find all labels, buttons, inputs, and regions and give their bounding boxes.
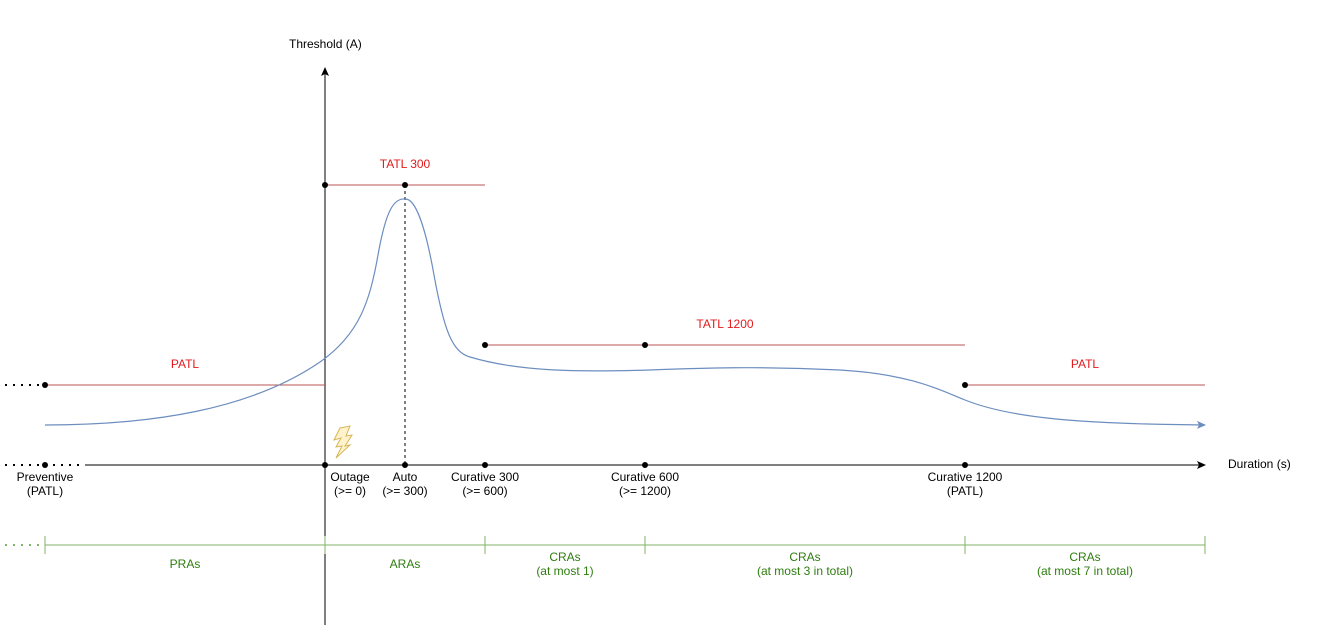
instant-label-curative-600: Curative 600 [611, 470, 679, 484]
instant-sublabel-curative-1200: (PATL) [947, 484, 983, 498]
patl-right-label: PATL [1071, 357, 1100, 371]
ra-sublabel-cras-1: (at most 1) [536, 564, 593, 578]
instant-sublabel-auto: (>= 300) [382, 484, 427, 498]
tatl-300-dot-auto [402, 182, 408, 188]
instant-label-curative-1200: Curative 1200 [928, 470, 1003, 484]
instant-dot-curative-1200 [962, 462, 968, 468]
x-axis-title: Duration (s) [1228, 457, 1291, 471]
flow-curve [44, 198, 1206, 429]
ra-label-pras: PRAs [170, 557, 201, 571]
instant-sublabel-curative-300: (>= 600) [462, 484, 507, 498]
instant-sublabel-curative-600: (>= 1200) [619, 484, 671, 498]
instant-label-preventive: Preventive [17, 470, 74, 484]
tatl-1200-dot-mid [642, 342, 648, 348]
instant-label-curative-300: Curative 300 [451, 470, 519, 484]
ra-sublabel-cras-3: (at most 7 in total) [1037, 564, 1133, 578]
instant-sublabel-outage: (>= 0) [334, 484, 366, 498]
tatl-1200-label: TATL 1200 [696, 317, 753, 331]
ra-label-aras: ARAs [390, 557, 421, 571]
ra-label-cras-2: CRAs [789, 550, 820, 564]
instant-dot-preventive [42, 462, 48, 468]
instant-sublabel-preventive: (PATL) [27, 484, 63, 498]
patl-left-label: PATL [171, 357, 200, 371]
lightning-icon [333, 425, 354, 459]
y-axis-title: Threshold (A) [289, 37, 362, 51]
instant-dot-curative-600 [642, 462, 648, 468]
ra-label-cras-3: CRAs [1069, 550, 1100, 564]
instant-dot-curative-300 [482, 462, 488, 468]
tatl-300-label: TATL 300 [380, 157, 431, 171]
tatl-300-dot-start [322, 182, 328, 188]
ra-sublabel-cras-2: (at most 3 in total) [757, 564, 853, 578]
instant-label-auto: Auto [393, 470, 418, 484]
patl-right-dot [962, 382, 968, 388]
patl-left-dot [42, 382, 48, 388]
tatl-1200-dot-start [482, 342, 488, 348]
instant-dot-outage [322, 462, 328, 468]
instant-label-outage: Outage [330, 470, 370, 484]
ra-label-cras-1: CRAs [549, 550, 580, 564]
instant-dot-auto [402, 462, 408, 468]
